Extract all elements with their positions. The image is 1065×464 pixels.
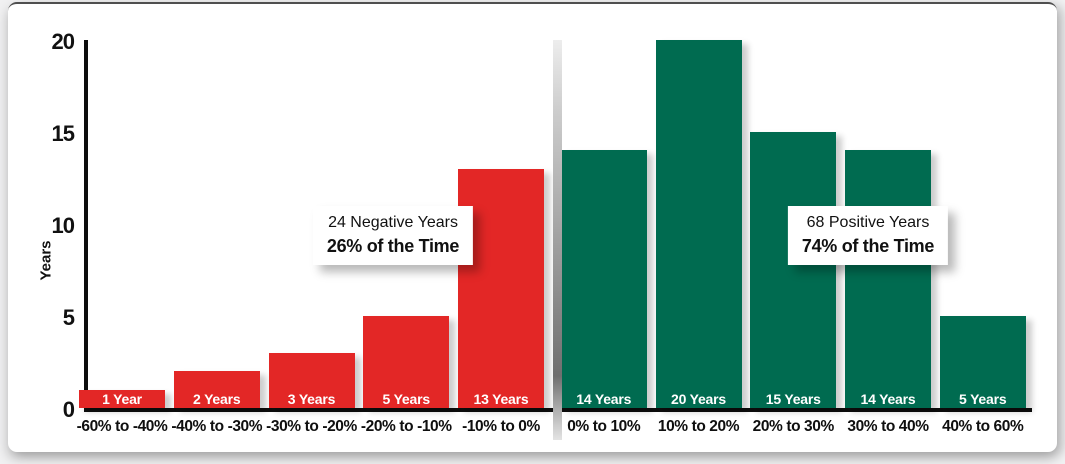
bar-value-label: 20 Years <box>671 391 726 407</box>
negative-positive-divider <box>553 40 562 440</box>
chart-card: Years 24 Negative Years 26% of the Time … <box>8 2 1057 452</box>
x-tick-label: 20% to 30% <box>752 418 835 435</box>
x-tick-label: -10% to 0% <box>462 418 540 435</box>
y-tick-label: 15 <box>51 121 75 146</box>
x-tick-label: 40% to 60% <box>942 418 1024 435</box>
x-tick-label: -40% to -30% <box>171 418 263 435</box>
bar-value-label: 5 Years <box>959 391 1007 407</box>
x-tick-label: 10% to 20% <box>657 418 740 435</box>
positive-years-count: 68 Positive Years <box>806 214 930 231</box>
x-tick-label: 30% to 40% <box>847 418 929 435</box>
negative-years-count: 24 Negative Years <box>328 214 458 231</box>
y-tick-label: 20 <box>51 29 75 54</box>
y-tick-label: 5 <box>62 305 75 330</box>
y-axis-title: Years <box>37 240 55 281</box>
positive-years-annotation: 68 Positive Years 74% of the Time <box>787 206 949 265</box>
plot-area: Years 24 Negative Years 26% of the Time … <box>38 31 1032 440</box>
bar-value-label: 15 Years <box>765 391 821 407</box>
bar-20% to 30%: 15 Years <box>750 132 837 408</box>
bar-10% to 20%: 20 Years <box>655 40 742 408</box>
bar--40% to -30%: 2 Years <box>173 371 260 408</box>
bar-0% to 10%: 14 Years <box>560 150 647 408</box>
x-tick-label: -20% to -10% <box>360 418 452 435</box>
positive-years-percent: 74% of the Time <box>801 236 935 256</box>
x-tick-label: 0% to 10% <box>567 418 641 435</box>
bar-30% to 40%: 14 Years <box>845 150 931 408</box>
bar-value-label: 2 Years <box>193 391 241 407</box>
x-tick-label: -60% to -40% <box>76 418 168 435</box>
bar-value-label: 14 Years <box>576 391 632 407</box>
bar-value-label: 13 Years <box>473 391 529 407</box>
y-axis-line <box>84 40 88 412</box>
bar--30% to -20%: 3 Years <box>268 352 355 408</box>
bar--10% to 0%: 13 Years <box>458 168 544 408</box>
x-tick-label: -30% to -20% <box>266 418 357 435</box>
bar-value-label: 5 Years <box>382 391 431 407</box>
bar-40% to 60%: 5 Years <box>939 316 1026 408</box>
negative-years-annotation: 24 Negative Years 26% of the Time <box>312 206 474 265</box>
y-tick-label: 0 <box>62 397 75 422</box>
bar-value-label: 3 Years <box>287 391 336 407</box>
bar--60% to -40%: 1 Year <box>79 389 165 408</box>
bar--20% to -10%: 5 Years <box>363 316 450 408</box>
negative-years-percent: 26% of the Time <box>326 236 460 256</box>
y-tick-label: 10 <box>51 213 75 238</box>
bar-value-label: 1 Year <box>102 391 142 407</box>
bar-value-label: 14 Years <box>860 391 916 407</box>
